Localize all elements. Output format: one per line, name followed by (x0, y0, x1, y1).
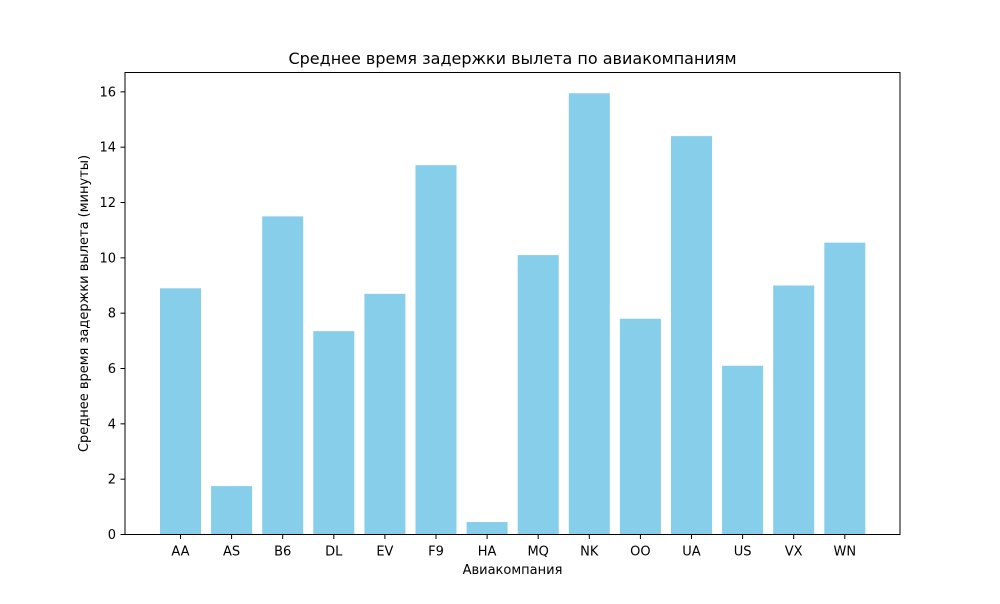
x-axis-label: Авиакомпания (463, 563, 563, 578)
bar-ev (364, 293, 406, 535)
y-tick-label: 4 (108, 417, 116, 432)
x-tick-label: NK (580, 545, 599, 560)
y-tick-label: 14 (99, 141, 116, 156)
bar-ha (466, 522, 508, 535)
x-tick-label: WN (834, 545, 857, 560)
x-tick-label: HA (478, 545, 497, 560)
x-axis: AA AS B6 DL EV F9 HA MQ NK OO UA US VX WN (171, 534, 857, 560)
x-tick-label: US (734, 545, 752, 560)
bar-mq (517, 255, 559, 535)
bar-f9 (415, 165, 457, 535)
y-axis: 0 2 4 6 8 10 12 14 16 (99, 85, 125, 543)
bar-vx (773, 285, 815, 535)
y-tick-label: 2 (108, 473, 116, 488)
y-tick-label: 16 (99, 85, 116, 100)
bar-wn (824, 242, 866, 535)
x-tick-label: OO (630, 545, 650, 560)
bar-ua (671, 136, 712, 535)
bar-as (211, 486, 253, 535)
y-tick-label: 10 (99, 251, 116, 266)
bar-dl (313, 331, 355, 535)
bars-group (160, 93, 866, 535)
y-tick-label: 6 (108, 362, 116, 377)
bar-aa (160, 288, 201, 535)
x-tick-label: UA (682, 545, 701, 560)
x-tick-label: DL (325, 545, 343, 560)
y-tick-label: 8 (108, 307, 116, 322)
x-tick-label: F9 (428, 545, 444, 560)
x-tick-label: MQ (527, 545, 548, 560)
bar-nk (568, 93, 610, 535)
plot-frame (124, 72, 901, 535)
bar-b6 (262, 216, 304, 535)
y-tick-label: 0 (108, 528, 116, 543)
x-tick-label: AS (223, 545, 240, 560)
y-tick-label: 12 (99, 196, 116, 211)
x-tick-label: VX (785, 545, 803, 560)
chart-title: Среднее время задержки вылета по авиаком… (288, 49, 736, 68)
x-tick-label: AA (171, 545, 189, 560)
bar-us (722, 365, 764, 535)
bar-oo (619, 318, 661, 535)
x-tick-label: B6 (274, 545, 291, 560)
y-axis-label: Среднее время задержки вылета (минуты) (77, 155, 92, 452)
x-tick-label: EV (376, 545, 393, 560)
